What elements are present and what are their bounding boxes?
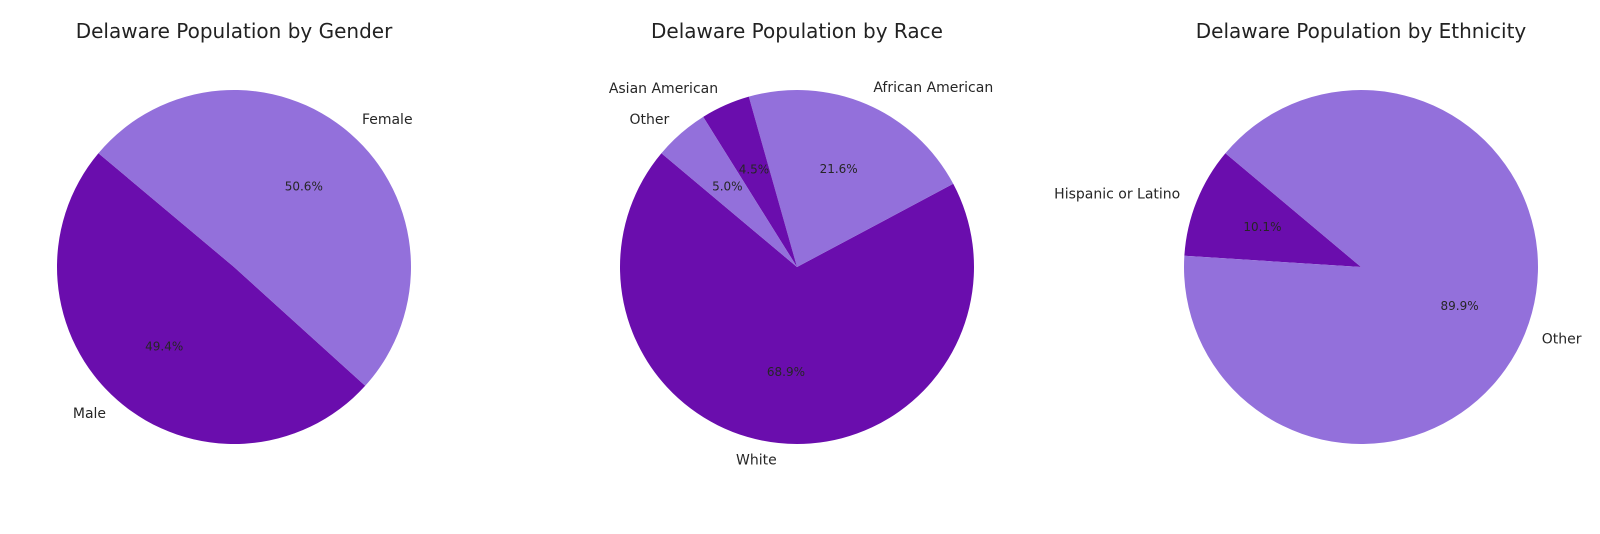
chart-title: Delaware Population by Ethnicity bbox=[1196, 19, 1527, 43]
race-pie-chart: Delaware Population by Race White 68.9% Af… bbox=[609, 19, 993, 469]
pie-slice-other bbox=[661, 116, 797, 268]
ethnicity-pie-chart: Delaware Population by Ethnicity Hispani… bbox=[1054, 19, 1582, 445]
slice-percent-label: 10.1% bbox=[1243, 220, 1281, 234]
pie-slice-male bbox=[56, 153, 366, 445]
slice-label: Other bbox=[1542, 331, 1582, 347]
slice-percent-label: 5.0% bbox=[712, 179, 743, 193]
slice-label: White bbox=[736, 453, 777, 469]
pie-slice-female bbox=[98, 90, 411, 386]
pie-slice-other bbox=[1184, 90, 1538, 445]
slice-percent-label: 49.4% bbox=[145, 340, 183, 354]
slice-label: African American bbox=[873, 80, 993, 96]
chart-title: Delaware Population by Race bbox=[651, 19, 943, 43]
chart-title: Delaware Population by Gender bbox=[76, 19, 393, 43]
slice-label: Female bbox=[362, 112, 413, 128]
pie-slice-asian-american bbox=[703, 96, 797, 268]
gender-pie-chart: Delaware Population by Gender Male 49.4% F… bbox=[56, 19, 413, 445]
slice-percent-label: 4.5% bbox=[739, 162, 770, 176]
slice-percent-label: 50.6% bbox=[285, 179, 323, 193]
slice-percent-label: 89.9% bbox=[1441, 299, 1479, 313]
pie-slice-white bbox=[620, 153, 974, 444]
slice-percent-label: 21.6% bbox=[820, 162, 858, 176]
slice-percent-label: 68.9% bbox=[767, 365, 805, 379]
slice-label: Hispanic or Latino bbox=[1054, 187, 1180, 203]
slice-label: Other bbox=[629, 112, 669, 128]
slice-label: Male bbox=[73, 406, 106, 422]
pie-slice-african-american bbox=[748, 90, 954, 267]
slice-label: Asian American bbox=[609, 81, 718, 97]
pie-slice-hispanic-or-latino bbox=[1184, 153, 1361, 267]
